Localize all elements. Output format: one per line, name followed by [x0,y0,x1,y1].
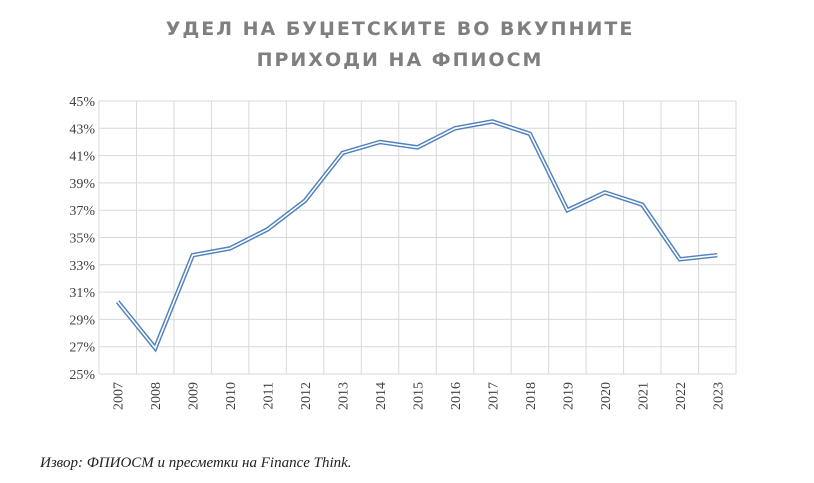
y-tick-label: 25% [69,368,95,383]
x-tick-label: 2014 [374,382,389,410]
gridlines [98,100,737,375]
x-tick-label: 2011 [262,382,277,409]
x-tick-label: 2023 [711,382,726,410]
source-note: Извор: ФПИОСМ и пресметки на Finance Thi… [40,455,352,471]
y-tick-label: 31% [69,286,95,301]
x-tick-label: 2019 [561,382,576,410]
line-chart: 25% 27% 29% 31% 33% 35% 37% 39% 41% 43% 45% 2007 200… [69,95,737,410]
x-tick-label: 2012 [299,382,314,410]
x-tick-label: 2020 [599,382,614,410]
y-tick-label: 35% [69,232,95,247]
x-tick-label: 2007 [112,382,127,410]
y-tick-label: 39% [69,177,95,192]
x-tick-label: 2013 [337,382,352,410]
x-tick-label: 2017 [486,382,501,410]
y-tick-label: 27% [69,341,95,356]
y-tick-label: 33% [69,259,95,274]
chart-title: УДЕЛ НА БУЏЕТСКИТЕ ВО ВКУПНИТЕ ПРИХОДИ Н… [0,14,800,76]
x-tick-label: 2021 [636,382,651,410]
y-tick-label: 41% [69,150,95,165]
y-tick-label: 29% [69,313,95,328]
x-tick-label: 2016 [449,382,464,410]
chart-title-line-2: ПРИХОДИ НА ФПИОСМ [256,49,544,71]
y-tick-label: 45% [69,95,95,110]
series-layer [115,119,718,353]
axes: 25% 27% 29% 31% 33% 35% 37% 39% 41% 43% 45% 2007 200… [69,95,726,410]
x-tick-label: 2009 [187,382,202,410]
x-tick-label: 2010 [224,382,239,410]
series-line [117,120,718,350]
x-tick-label: 2022 [674,382,689,410]
y-tick-label: 37% [69,204,95,219]
x-tick-label: 2008 [149,382,164,410]
x-tick-label: 2018 [524,382,539,410]
chart-title-line-1: УДЕЛ НА БУЏЕТСКИТЕ ВО ВКУПНИТЕ [165,18,635,40]
x-tick-label: 2015 [412,382,427,410]
y-tick-label: 43% [69,122,95,137]
